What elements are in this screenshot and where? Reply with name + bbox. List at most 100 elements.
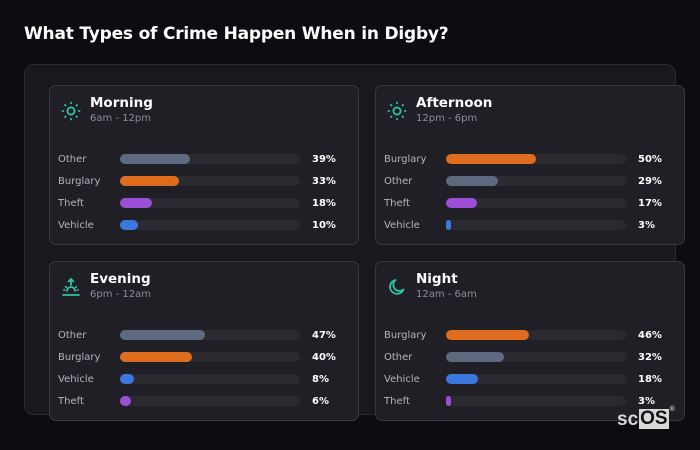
bar-row-other: Other 47% bbox=[58, 324, 348, 346]
card-header: Evening 6pm - 12am bbox=[60, 268, 151, 301]
card-header: Night 12am - 6am bbox=[386, 268, 477, 301]
bar-label: Vehicle bbox=[58, 373, 94, 385]
bar-row-burglary: Burglary 50% bbox=[384, 148, 674, 170]
bar-label: Vehicle bbox=[58, 219, 94, 231]
bar-fill bbox=[120, 374, 135, 384]
bar-row-theft: Theft 6% bbox=[58, 390, 348, 412]
bar-fill bbox=[120, 352, 192, 362]
bar-track bbox=[120, 198, 300, 208]
bar-value: 18% bbox=[312, 197, 336, 209]
card-time-range: 12pm - 6pm bbox=[416, 113, 478, 124]
bar-track bbox=[446, 176, 626, 186]
card-title: Night bbox=[416, 271, 458, 287]
bar-row-vehicle: Vehicle 18% bbox=[384, 368, 674, 390]
bar-track bbox=[446, 154, 626, 164]
bar-track bbox=[446, 352, 626, 362]
bar-row-burglary: Burglary 33% bbox=[58, 170, 348, 192]
card-afternoon: Afternoon 12pm - 6pm Burglary 50% Other 29% Th… bbox=[375, 85, 685, 245]
bar-value: 3% bbox=[638, 395, 655, 407]
card-morning: Morning 6am - 12pm Other 39% Burglary 33% Thef… bbox=[49, 85, 359, 245]
bar-list: Other 39% Burglary 33% Theft 18% Vehicle 10% bbox=[58, 148, 348, 236]
page-title: What Types of Crime Happen When in Digby… bbox=[24, 24, 449, 44]
bar-fill bbox=[446, 220, 452, 230]
card-title: Afternoon bbox=[416, 95, 493, 111]
bar-value: 17% bbox=[638, 197, 662, 209]
bar-track bbox=[120, 154, 300, 164]
bar-fill bbox=[120, 330, 205, 340]
bar-label: Burglary bbox=[58, 351, 101, 363]
bar-label: Theft bbox=[58, 197, 84, 209]
bar-track bbox=[446, 330, 626, 340]
card-heading: Night 12am - 6am bbox=[416, 268, 477, 301]
bar-label: Other bbox=[58, 153, 87, 165]
bar-label: Burglary bbox=[58, 175, 101, 187]
logo-os: OS bbox=[639, 408, 669, 429]
bar-list: Burglary 46% Other 32% Vehicle 18% Theft 3% bbox=[384, 324, 674, 412]
bar-row-vehicle: Vehicle 8% bbox=[58, 368, 348, 390]
bar-fill bbox=[120, 396, 131, 406]
bar-row-theft: Theft 18% bbox=[58, 192, 348, 214]
bar-fill bbox=[120, 154, 191, 164]
bar-fill bbox=[446, 176, 499, 186]
bar-track bbox=[120, 352, 300, 362]
bar-track bbox=[446, 374, 626, 384]
bar-value: 46% bbox=[638, 329, 662, 341]
logo-registered: ® bbox=[669, 406, 675, 413]
bar-fill bbox=[120, 176, 180, 186]
card-title: Morning bbox=[90, 95, 153, 111]
bar-label: Other bbox=[384, 351, 413, 363]
card-night: Night 12am - 6am Burglary 46% Other 32% Vehicl… bbox=[375, 261, 685, 421]
card-title: Evening bbox=[90, 271, 151, 287]
bar-row-burglary: Burglary 46% bbox=[384, 324, 674, 346]
bar-label: Vehicle bbox=[384, 219, 420, 231]
scos-logo: sc OS ® bbox=[617, 406, 675, 431]
bar-fill bbox=[446, 154, 536, 164]
card-time-range: 12am - 6am bbox=[416, 289, 477, 300]
bar-track bbox=[120, 330, 300, 340]
bar-label: Theft bbox=[384, 395, 410, 407]
bar-row-other: Other 39% bbox=[58, 148, 348, 170]
bar-value: 3% bbox=[638, 219, 655, 231]
bar-track bbox=[120, 396, 300, 406]
bar-row-other: Other 29% bbox=[384, 170, 674, 192]
card-time-range: 6pm - 12am bbox=[90, 289, 152, 300]
bar-track bbox=[446, 198, 626, 208]
card-header: Morning 6am - 12pm bbox=[60, 92, 153, 125]
bar-fill bbox=[446, 396, 452, 406]
bar-row-theft: Theft 3% bbox=[384, 390, 674, 412]
bar-fill bbox=[446, 330, 529, 340]
bar-track bbox=[120, 374, 300, 384]
bar-label: Burglary bbox=[384, 153, 427, 165]
bar-row-vehicle: Vehicle 3% bbox=[384, 214, 674, 236]
card-time-range: 6am - 12pm bbox=[90, 113, 152, 124]
bar-value: 32% bbox=[638, 351, 662, 363]
card-heading: Afternoon 12pm - 6pm bbox=[416, 92, 492, 125]
bar-label: Vehicle bbox=[384, 373, 420, 385]
sun-icon bbox=[60, 100, 82, 122]
bar-fill bbox=[446, 198, 477, 208]
card-header: Afternoon 12pm - 6pm bbox=[386, 92, 492, 125]
bar-track bbox=[120, 176, 300, 186]
bar-row-burglary: Burglary 40% bbox=[58, 346, 348, 368]
card-heading: Morning 6am - 12pm bbox=[90, 92, 153, 125]
bar-value: 29% bbox=[638, 175, 662, 187]
card-heading: Evening 6pm - 12am bbox=[90, 268, 151, 301]
bar-value: 39% bbox=[312, 153, 336, 165]
bar-fill bbox=[120, 220, 138, 230]
bar-label: Theft bbox=[58, 395, 84, 407]
bar-row-theft: Theft 17% bbox=[384, 192, 674, 214]
card-evening: Evening 6pm - 12am Other 47% Burglary 40% Vehi… bbox=[49, 261, 359, 421]
bar-fill bbox=[446, 374, 479, 384]
sunset-icon bbox=[60, 276, 82, 298]
bar-value: 10% bbox=[312, 219, 336, 231]
bar-fill bbox=[120, 198, 153, 208]
bar-list: Burglary 50% Other 29% Theft 17% Vehicle 3% bbox=[384, 148, 674, 236]
bar-list: Other 47% Burglary 40% Vehicle 8% Theft 6% bbox=[58, 324, 348, 412]
bar-track bbox=[446, 396, 626, 406]
bar-label: Other bbox=[58, 329, 87, 341]
bar-value: 40% bbox=[312, 351, 336, 363]
bar-row-other: Other 32% bbox=[384, 346, 674, 368]
bar-label: Burglary bbox=[384, 329, 427, 341]
bar-label: Theft bbox=[384, 197, 410, 209]
bar-label: Other bbox=[384, 175, 413, 187]
